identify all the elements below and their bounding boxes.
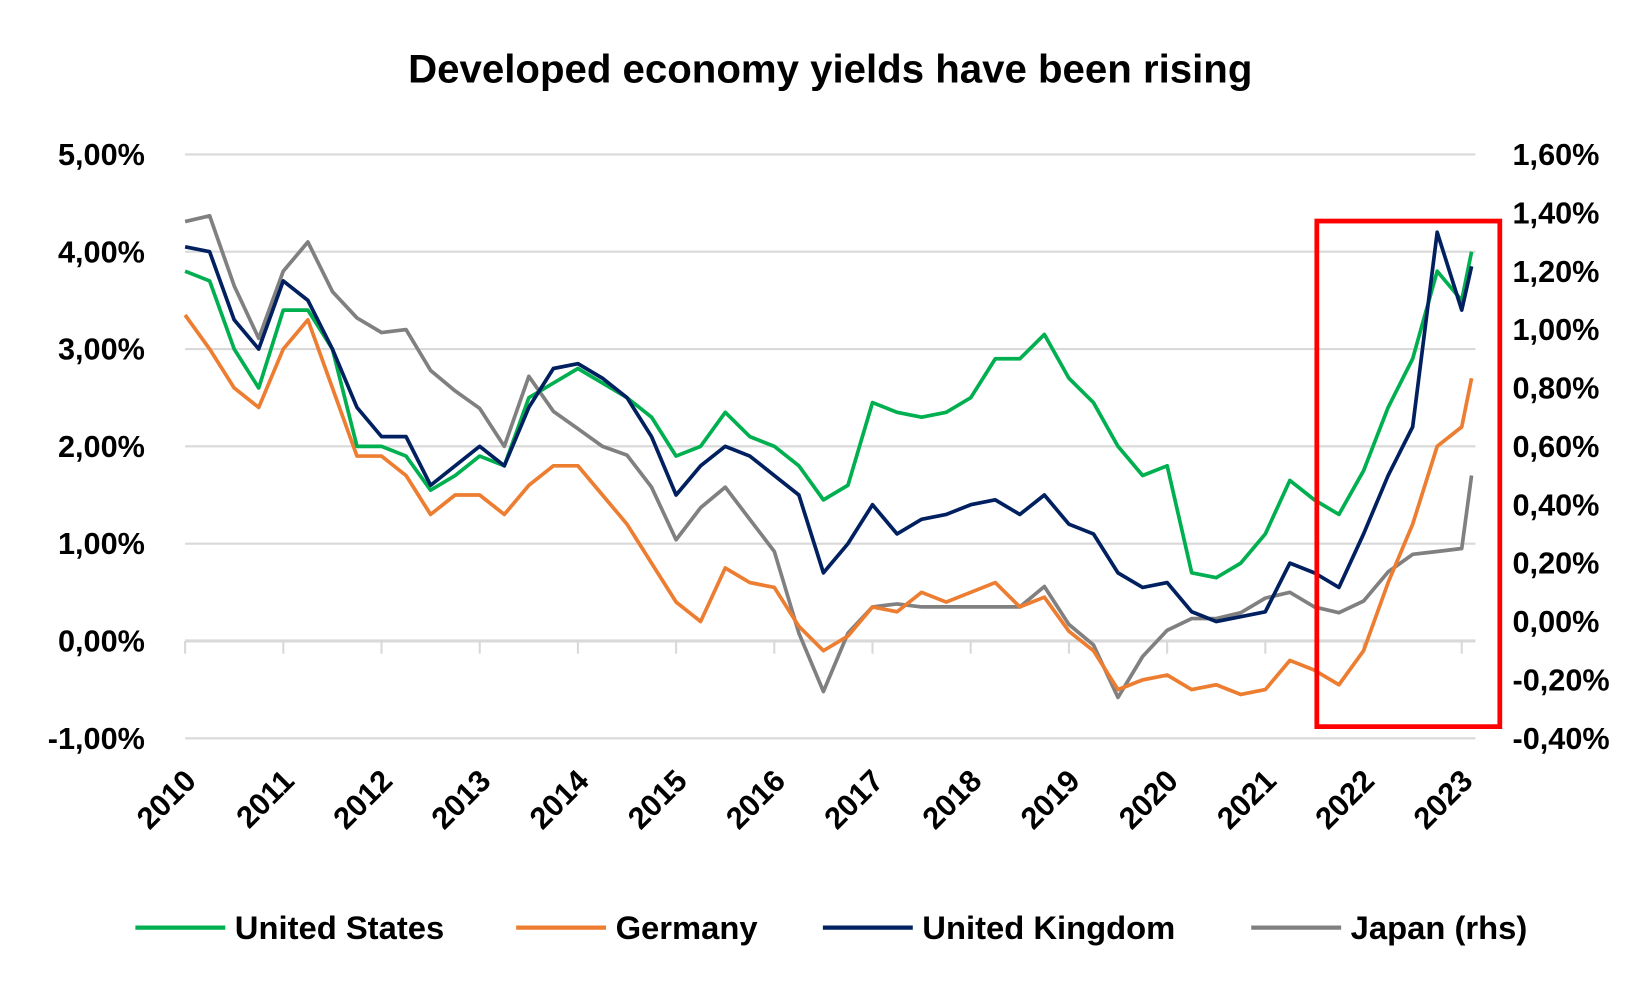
highlight-box <box>1314 218 1503 730</box>
series-line-united-kingdom <box>184 230 1474 624</box>
legend: United States Germany United Kingdom Japan … <box>135 909 1527 946</box>
x-tick-label: 2017 <box>818 764 890 836</box>
x-tick-label: 2014 <box>523 764 595 836</box>
y-right-tick-label: 1,20% <box>1513 255 1600 289</box>
y-left-tick-label: 4,00% <box>58 235 145 269</box>
y-right-tick-label: 1,40% <box>1513 196 1600 230</box>
y-right-tick-label: 0,40% <box>1513 488 1600 522</box>
x-tick-label: 2021 <box>1211 764 1283 836</box>
y-right-tick-label: 0,20% <box>1513 547 1600 581</box>
legend-label: United Kingdom <box>922 909 1175 946</box>
y-axis-right: 1,60% 1,40% 1,20% 1,00% 0,80% 0,60% 0,40% 0,20%… <box>1513 138 1610 756</box>
legend-label: United States <box>235 909 444 946</box>
y-left-tick-label: 1,00% <box>58 527 145 561</box>
legend-label: Japan (rhs) <box>1351 909 1528 946</box>
x-tick-label: 2022 <box>1309 764 1381 836</box>
y-right-tick-label: 1,00% <box>1513 313 1600 347</box>
y-right-tick-label: 0,60% <box>1513 430 1600 464</box>
y-left-tick-label: 2,00% <box>58 430 145 464</box>
series-line-united-states <box>184 251 1474 580</box>
y-left-tick-label: 0,00% <box>58 625 145 659</box>
y-left-tick-label: 3,00% <box>58 333 145 367</box>
series-line-germany <box>183 313 1474 697</box>
y-right-tick-label: 1,60% <box>1513 138 1600 172</box>
y-right-tick-label: 0,00% <box>1513 605 1600 639</box>
x-tick-label: 2010 <box>130 764 202 836</box>
x-tick-label: 2015 <box>621 764 693 836</box>
y-left-tick-label: 5,00% <box>58 138 145 172</box>
x-tick-label: 2016 <box>720 764 792 836</box>
y-left-tick-label: -1,00% <box>48 722 145 756</box>
gridlines <box>185 153 1476 740</box>
chart-title: Developed economy yields have been risin… <box>408 46 1252 91</box>
y-right-tick-label: -0,20% <box>1513 663 1610 697</box>
y-right-tick-label: 0,80% <box>1513 372 1600 406</box>
y-right-tick-label: -0,40% <box>1513 722 1610 756</box>
x-tick-label: 2018 <box>916 764 988 836</box>
x-tick-label: 2019 <box>1014 764 1086 836</box>
x-tick-label: 2020 <box>1112 764 1184 836</box>
series-lines <box>183 213 1474 700</box>
x-tick-label: 2012 <box>327 764 399 836</box>
x-tick-label: 2011 <box>230 764 301 835</box>
series-line-japan-rhs <box>184 213 1474 700</box>
x-tick-label: 2023 <box>1407 764 1479 836</box>
x-tick-label: 2013 <box>425 764 497 836</box>
y-axis-left: 5,00% 4,00% 3,00% 2,00% 1,00% 0,00% -1,00% <box>48 138 145 756</box>
legend-label: Germany <box>616 909 759 946</box>
